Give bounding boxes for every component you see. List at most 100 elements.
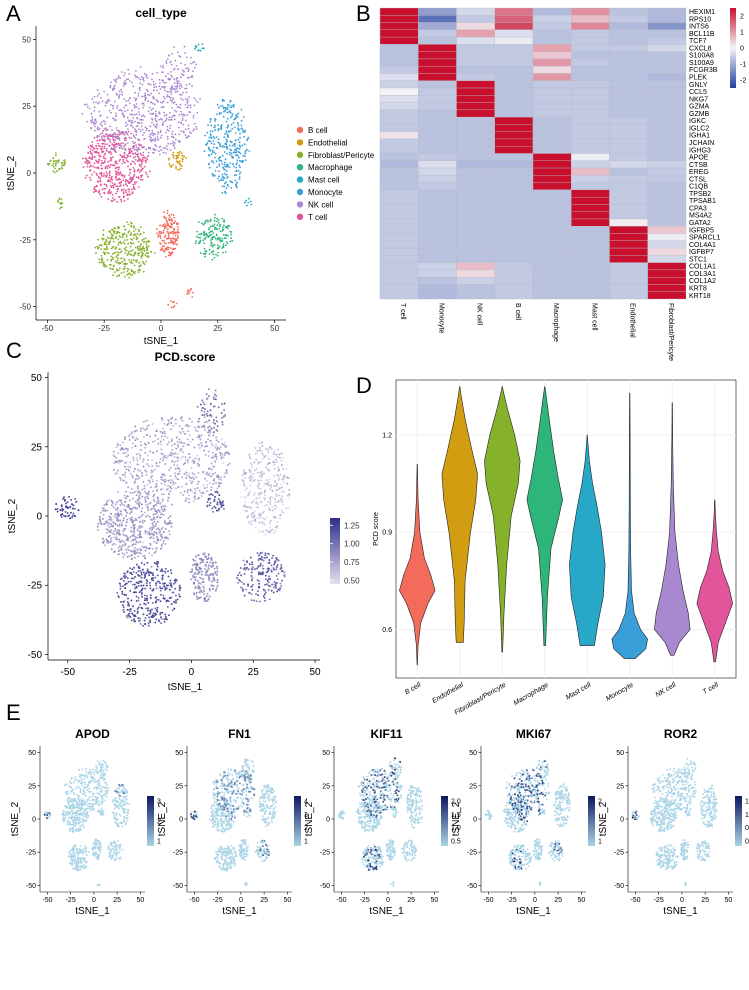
panel-a-point <box>146 155 149 158</box>
panel-a-point <box>106 116 109 119</box>
panel-a-point <box>226 146 229 149</box>
panel-a-point <box>170 218 173 221</box>
panel-c-point <box>137 497 140 499</box>
panel-a-point <box>129 124 132 127</box>
panel-a-point <box>130 250 132 253</box>
panel-c-point <box>146 459 149 462</box>
panel-c-point <box>282 468 285 470</box>
panel-c-point <box>162 487 165 490</box>
panel-c-point <box>125 511 128 514</box>
panel-c-point <box>157 539 160 541</box>
panel-a-point <box>150 92 153 95</box>
panel-b-heatmap-cell <box>609 58 648 67</box>
panel-a-point <box>217 127 220 130</box>
panel-c-point <box>161 611 164 614</box>
panel-c-point <box>109 516 112 519</box>
panel-a-point <box>178 126 181 129</box>
panel-c-point <box>142 465 145 468</box>
panel-c-point <box>161 512 163 515</box>
panel-c-point <box>141 488 144 491</box>
panel-a-point <box>97 246 100 249</box>
panel-c-point <box>154 524 157 527</box>
panel-a-point <box>143 95 146 98</box>
panel-c-point <box>243 504 246 507</box>
panel-a-y-tick-label: 25 <box>22 102 31 111</box>
panel-c-point <box>190 481 192 484</box>
panel-c-point <box>163 570 166 573</box>
panel-a-point <box>180 113 183 116</box>
panel-a-point <box>194 99 197 102</box>
panel-c-point <box>265 448 267 451</box>
panel-c-point <box>133 529 135 532</box>
panel-a-point <box>169 112 171 114</box>
panel-c-point <box>60 514 62 516</box>
panel-a-point <box>223 168 226 171</box>
panel-c-point <box>122 441 124 444</box>
panel-c-point <box>131 539 134 541</box>
panel-a-point <box>161 86 164 88</box>
panel-a-point <box>117 269 120 272</box>
panel-a-point <box>119 184 122 187</box>
panel-b-heatmap-cell <box>379 138 419 147</box>
panel-c-point <box>55 503 58 505</box>
panel-c-point <box>176 464 179 467</box>
panel-b-heatmap-cell <box>532 95 572 103</box>
panel-c-point <box>163 509 166 511</box>
panel-a-point <box>140 243 142 246</box>
panel-c-point <box>271 496 274 499</box>
panel-a-point <box>130 137 133 140</box>
panel-c-point <box>128 507 131 510</box>
panel-c-point <box>169 474 172 477</box>
panel-a-point <box>231 156 234 159</box>
panel-c-point <box>147 607 149 610</box>
panel-a-point <box>151 72 154 75</box>
panel-c-point <box>267 588 270 591</box>
panel-c-point <box>128 438 131 441</box>
panel-a-point <box>95 151 97 154</box>
panel-a-point <box>184 98 187 100</box>
panel-b-heatmap-cell <box>571 22 610 31</box>
panel-b-heatmap-cell <box>379 262 419 271</box>
panel-c-point <box>129 554 131 557</box>
panel-c-point <box>255 468 258 470</box>
panel-a-point <box>178 80 180 83</box>
panel-a-point <box>144 171 147 174</box>
panel-b-heatmap-cell <box>494 204 534 212</box>
panel-a-point <box>140 257 143 259</box>
panel-b-heatmap-cell <box>494 44 534 52</box>
panel-a-point <box>221 217 224 220</box>
panel-c-point <box>124 548 127 551</box>
panel-a-point <box>171 52 174 55</box>
panel-a-point <box>128 230 131 233</box>
panel-b-heatmap-cell <box>494 109 534 118</box>
panel-c-point <box>166 455 169 458</box>
panel-a-point <box>61 164 63 167</box>
panel-b-heatmap-cell <box>418 22 457 31</box>
panel-b-gene-label: IGHA1 <box>689 133 710 140</box>
panel-c-point <box>193 495 196 498</box>
panel-a-point <box>128 181 131 184</box>
panel-b-heatmap-cell <box>532 175 572 183</box>
panel-c-point <box>124 534 126 537</box>
panel-a-point <box>141 249 144 252</box>
panel-c-point <box>174 422 177 425</box>
panel-c-point <box>260 476 263 479</box>
panel-a-point <box>206 234 209 237</box>
panel-a-point <box>117 96 120 98</box>
panel-a-point <box>133 104 135 107</box>
panel-b-gene-label: TPSB2 <box>689 191 711 198</box>
panel-e-letter: E <box>6 700 21 725</box>
panel-c-point <box>140 573 143 576</box>
panel-c-point <box>248 563 251 566</box>
panel-a-point <box>166 137 169 140</box>
panel-c-point <box>116 524 119 527</box>
panel-c-point <box>284 507 287 510</box>
panel-a-point <box>165 255 167 258</box>
panel-a-point <box>175 65 178 67</box>
panel-a-point <box>178 85 181 88</box>
panel-a-point <box>113 79 116 81</box>
panel-b-heatmap-cell <box>532 167 572 176</box>
panel-a-point <box>116 201 118 203</box>
panel-a-point <box>140 174 142 177</box>
panel-c-point <box>104 544 107 547</box>
